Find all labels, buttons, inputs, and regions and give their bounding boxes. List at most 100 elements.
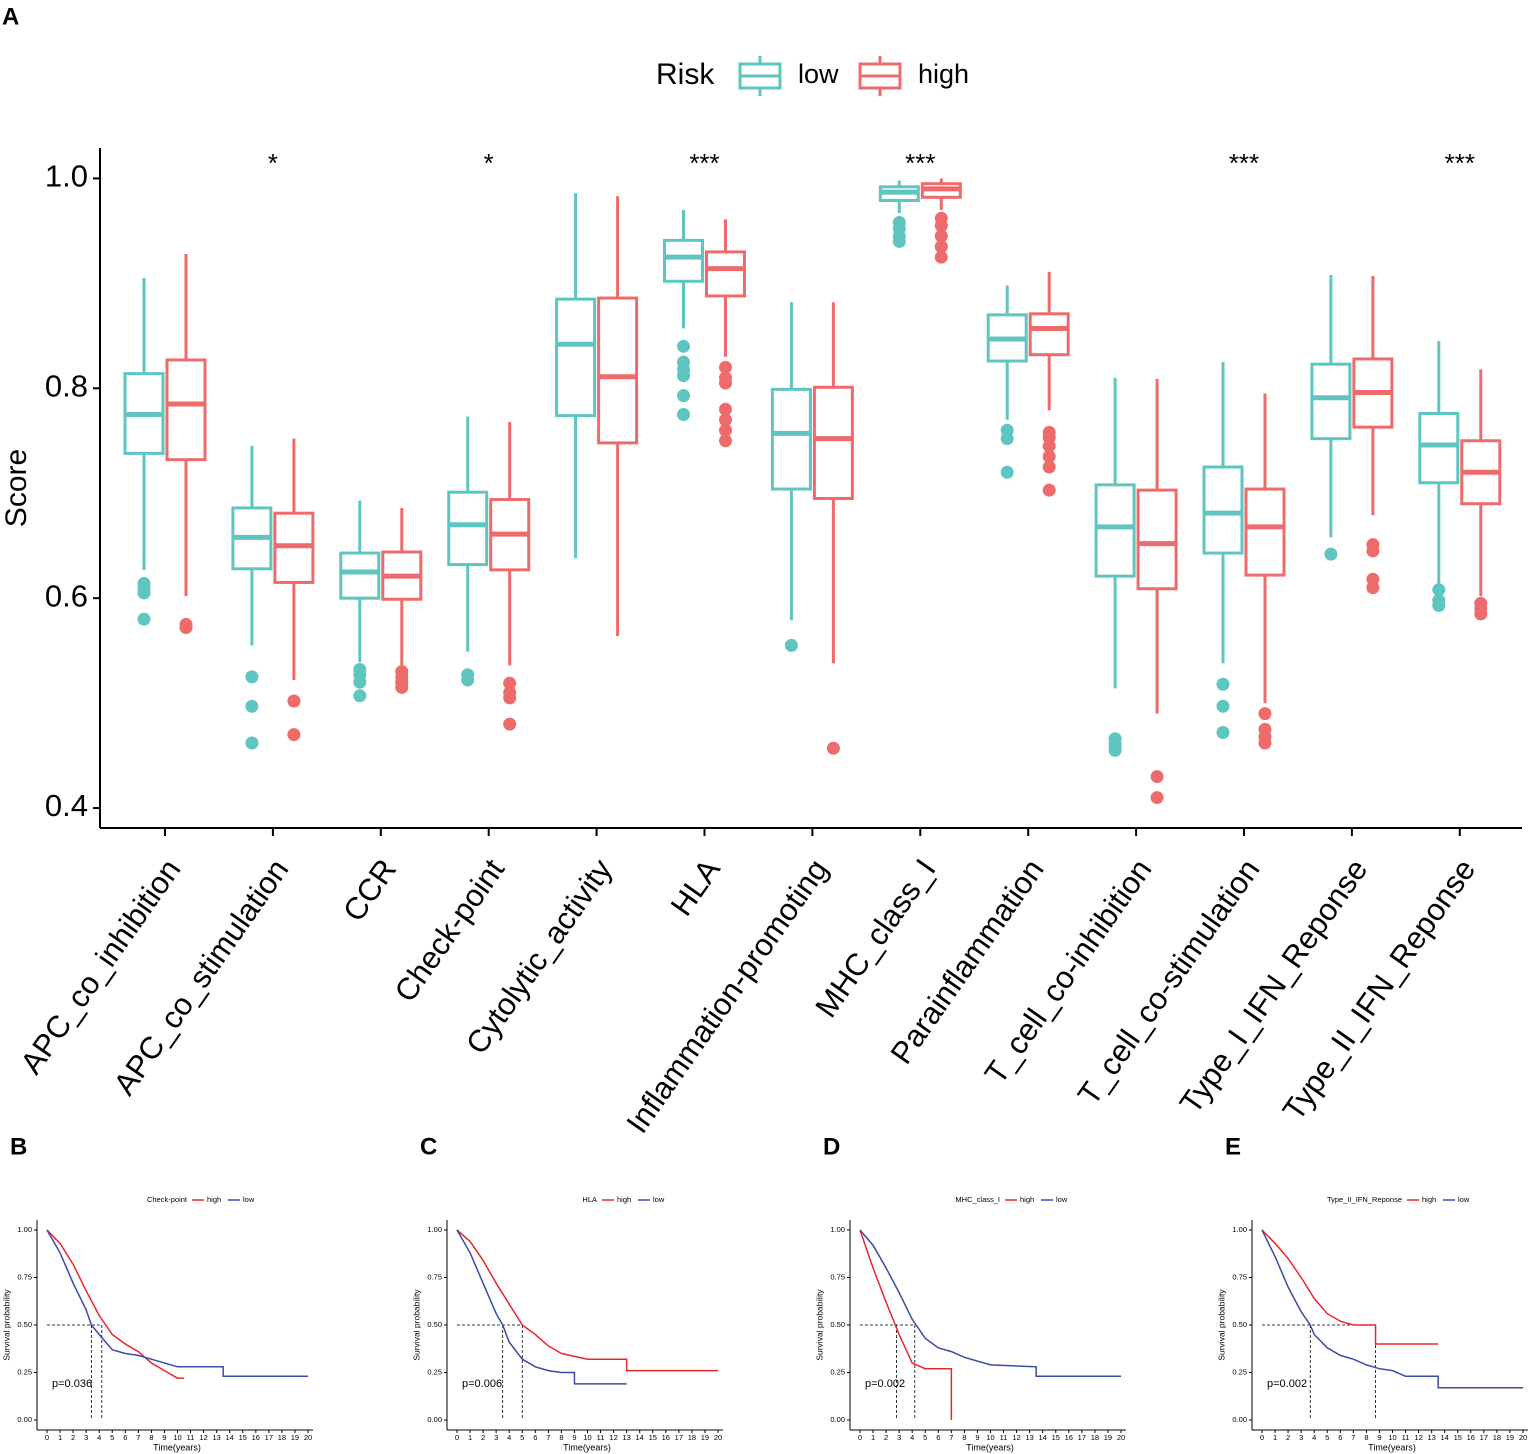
survival-curve bbox=[859, 1229, 1121, 1378]
x-tick-label: Type_II_IFN_Reponse bbox=[1276, 853, 1483, 1127]
outlier bbox=[677, 339, 690, 353]
x-tick-label: 8 bbox=[962, 1433, 966, 1442]
x-tick-label: 1 bbox=[468, 1433, 472, 1442]
x-tick-label: 16 bbox=[662, 1433, 670, 1442]
y-axis-label: Score bbox=[0, 449, 33, 527]
box bbox=[1202, 465, 1244, 555]
y-tick-label: 1.00 bbox=[427, 1225, 442, 1234]
box bbox=[1244, 487, 1286, 577]
outlier bbox=[1000, 465, 1014, 479]
x-tick-label: Check-point bbox=[388, 852, 512, 1008]
x-tick-label: 3 bbox=[494, 1433, 498, 1442]
x-tick-label: 13 bbox=[622, 1433, 630, 1442]
panel-label: A bbox=[2, 3, 19, 30]
outlier bbox=[934, 250, 948, 264]
x-tick-label: 18 bbox=[688, 1433, 696, 1442]
x-tick-label: 19 bbox=[701, 1433, 709, 1442]
x-tick-label: 19 bbox=[1104, 1433, 1112, 1442]
outlier bbox=[892, 234, 906, 248]
outlier bbox=[719, 434, 732, 448]
survival-curve bbox=[859, 1229, 953, 1420]
outlier bbox=[245, 736, 259, 750]
x-tick-label: 3 bbox=[897, 1433, 901, 1442]
y-tick-label: 0.75 bbox=[1232, 1272, 1247, 1281]
y-tick-label: 0.50 bbox=[17, 1320, 32, 1329]
outlier bbox=[1216, 699, 1230, 713]
x-tick-label: 9 bbox=[572, 1433, 576, 1442]
x-tick-label: 15 bbox=[239, 1433, 247, 1442]
outlier bbox=[1000, 432, 1014, 446]
x-tick-label: 12 bbox=[609, 1433, 617, 1442]
x-tick-label: 17 bbox=[1078, 1433, 1086, 1442]
legend-label: low bbox=[1458, 1195, 1470, 1204]
outlier bbox=[677, 408, 690, 422]
significance-label: * bbox=[484, 148, 494, 178]
legend-title: MHC_class_I bbox=[955, 1195, 1000, 1204]
outlier bbox=[1366, 544, 1380, 558]
y-tick-label: 0.6 bbox=[45, 578, 88, 613]
survival-curve bbox=[456, 1229, 627, 1385]
x-tick-label: 19 bbox=[291, 1433, 299, 1442]
survival-curve bbox=[46, 1229, 185, 1379]
x-tick-label: 14 bbox=[226, 1433, 234, 1442]
outlier bbox=[1258, 736, 1272, 750]
legend-label: high bbox=[1422, 1195, 1436, 1204]
y-tick-label: 0.00 bbox=[1232, 1415, 1247, 1424]
outlier bbox=[826, 741, 840, 755]
outlier bbox=[353, 689, 367, 703]
y-tick-label: 0.75 bbox=[830, 1272, 845, 1281]
legend-label: high bbox=[617, 1195, 631, 1204]
x-tick-label: 3 bbox=[1299, 1433, 1303, 1442]
x-tick-label: 0 bbox=[1260, 1433, 1264, 1442]
x-tick-label: 3 bbox=[84, 1433, 88, 1442]
x-tick-label: 14 bbox=[1441, 1433, 1449, 1442]
outlier bbox=[719, 376, 732, 390]
box bbox=[1094, 483, 1136, 578]
x-tick-label: 7 bbox=[1351, 1433, 1355, 1442]
panel-label: C bbox=[420, 1133, 437, 1160]
outlier bbox=[1150, 770, 1164, 784]
x-tick-label: 20 bbox=[304, 1433, 312, 1442]
outlier bbox=[1042, 439, 1056, 453]
p-value: p=0.002 bbox=[865, 1378, 905, 1390]
outlier bbox=[137, 612, 151, 626]
box bbox=[812, 385, 854, 500]
legend-label: high bbox=[918, 59, 969, 89]
y-tick-label: 0.50 bbox=[427, 1320, 442, 1329]
x-tick-label: 16 bbox=[252, 1433, 260, 1442]
box bbox=[705, 250, 746, 298]
x-tick-label: 11 bbox=[597, 1433, 605, 1442]
outlier bbox=[1366, 581, 1380, 595]
x-tick-label: 18 bbox=[1091, 1433, 1099, 1442]
box bbox=[770, 387, 812, 491]
x-tick-label: 1 bbox=[1273, 1433, 1277, 1442]
outlier bbox=[784, 638, 798, 652]
legend-label: low bbox=[243, 1195, 255, 1204]
outlier bbox=[719, 413, 732, 427]
y-tick-label: 0.75 bbox=[17, 1272, 32, 1281]
outlier bbox=[1042, 450, 1056, 464]
y-tick-label: 0.25 bbox=[427, 1367, 442, 1376]
x-tick-label: 0 bbox=[455, 1433, 459, 1442]
x-axis-label: Time(years) bbox=[966, 1442, 1014, 1452]
outlier bbox=[287, 694, 301, 708]
legend-label: high bbox=[207, 1195, 221, 1204]
significance-label: *** bbox=[1229, 148, 1259, 178]
x-tick-label: 12 bbox=[1414, 1433, 1422, 1442]
box bbox=[165, 358, 207, 462]
y-axis-label: Survival probability bbox=[411, 1289, 421, 1361]
x-tick-label: 6 bbox=[123, 1433, 127, 1442]
outlier bbox=[1432, 599, 1446, 613]
survival-curve bbox=[1261, 1229, 1523, 1389]
y-tick-label: 0.50 bbox=[1232, 1320, 1247, 1329]
survival-curve bbox=[456, 1229, 718, 1372]
y-tick-label: 1.00 bbox=[830, 1225, 845, 1234]
survival-curve bbox=[1261, 1229, 1439, 1345]
y-tick-label: 0.25 bbox=[1232, 1367, 1247, 1376]
x-tick-label: 13 bbox=[1025, 1433, 1033, 1442]
significance-label: *** bbox=[1445, 148, 1475, 178]
box bbox=[555, 297, 597, 418]
box bbox=[447, 490, 489, 567]
box bbox=[1310, 362, 1352, 441]
